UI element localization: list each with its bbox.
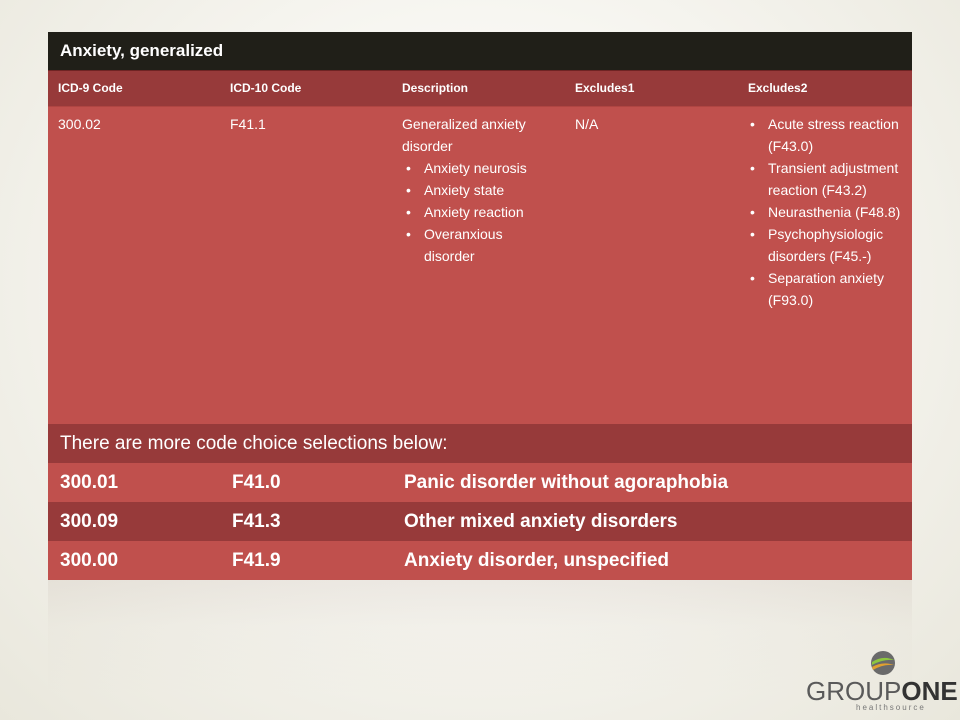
header-row: ICD-9 Code ICD-10 Code Description Exclu… — [48, 70, 912, 106]
table-row: 300.00 F41.9 Anxiety disorder, unspecifi… — [48, 541, 912, 580]
list-item: Overanxious disorder — [402, 223, 555, 267]
table-title: Anxiety, generalized — [48, 32, 912, 70]
row-icd9: 300.01 — [60, 472, 119, 493]
detail-icd9: 300.02 — [58, 116, 101, 132]
list-item: Psychophysiologic disorders (F45.-) — [746, 223, 902, 267]
table-row: 300.01 F41.0 Panic disorder without agor… — [48, 463, 912, 502]
header-excludes1: Excludes1 — [575, 81, 635, 95]
row-icd9: 300.00 — [60, 550, 119, 571]
detail-icd10: F41.1 — [230, 116, 266, 132]
more-selections-note: There are more code choice selections be… — [48, 424, 912, 463]
logo-word-one: ONE — [901, 676, 958, 706]
list-item: Neurasthenia (F48.8) — [746, 201, 902, 223]
header-icd10: ICD-10 Code — [230, 81, 302, 95]
list-item: Separation anxiety (F93.0) — [746, 267, 902, 311]
header-icd9: ICD-9 Code — [58, 81, 123, 95]
description-text: Generalized anxiety disorder — [402, 116, 526, 154]
detail-excludes2: Acute stress reaction (F43.0) Transient … — [738, 107, 912, 424]
description-list: Anxiety neurosis Anxiety state Anxiety r… — [402, 157, 555, 267]
logo-word-group: GROUP — [806, 676, 902, 706]
list-item: Anxiety reaction — [402, 201, 555, 223]
excludes2-list: Acute stress reaction (F43.0) Transient … — [746, 113, 902, 311]
group-one-logo: GROUPONE healthsource — [806, 650, 958, 714]
list-item: Anxiety state — [402, 179, 555, 201]
row-icd10: F41.0 — [232, 472, 281, 493]
list-item: Transient adjustment reaction (F43.2) — [746, 157, 902, 201]
logo-subtitle: healthsource — [856, 703, 926, 712]
logo-mark-icon — [871, 651, 895, 675]
header-excludes2: Excludes2 — [748, 81, 808, 95]
row-description: Anxiety disorder, unspecified — [404, 550, 670, 571]
header-description: Description — [402, 81, 469, 95]
detail-row: 300.02 F41.1 Generalized anxiety disorde… — [48, 106, 912, 424]
table-row: 300.09 F41.3 Other mixed anxiety disorde… — [48, 502, 912, 541]
row-description: Panic disorder without agoraphobia — [404, 472, 729, 493]
row-icd10: F41.3 — [232, 511, 281, 532]
detail-description: Generalized anxiety disorder Anxiety neu… — [392, 107, 565, 424]
list-item: Acute stress reaction (F43.0) — [746, 113, 902, 157]
row-icd10: F41.9 — [232, 550, 281, 571]
list-item: Anxiety neurosis — [402, 157, 555, 179]
code-table: Anxiety, generalized ICD-9 Code ICD-10 C… — [48, 32, 912, 580]
logo-wordmark: GROUPONE — [806, 676, 958, 707]
row-description: Other mixed anxiety disorders — [404, 511, 678, 532]
detail-excludes1: N/A — [575, 116, 599, 132]
row-icd9: 300.09 — [60, 511, 119, 532]
